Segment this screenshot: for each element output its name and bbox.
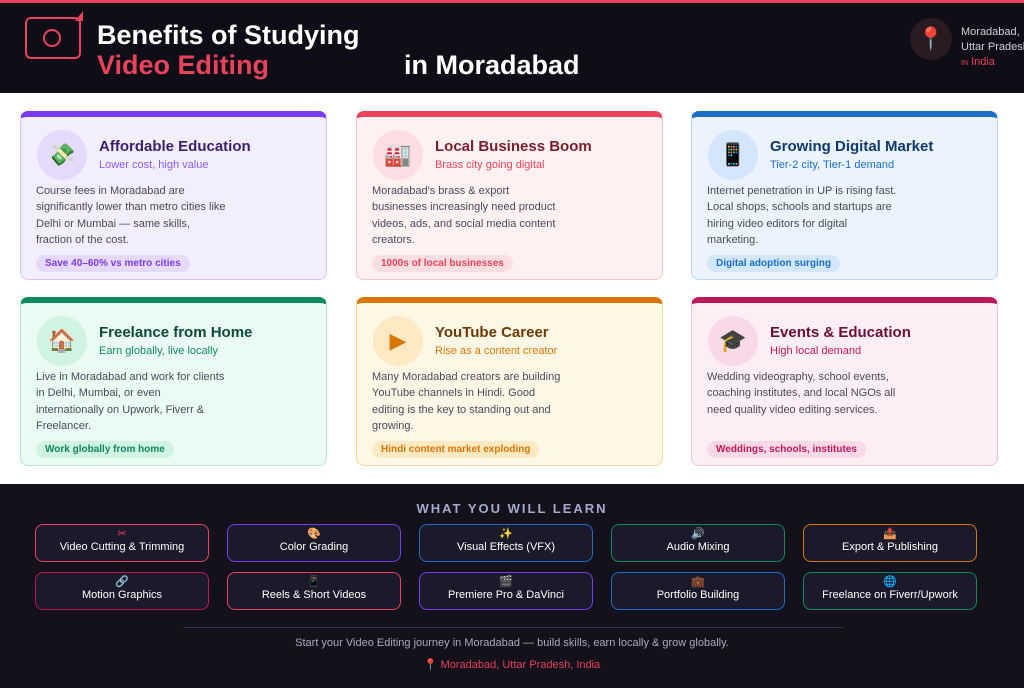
skill-label: Audio Mixing xyxy=(666,541,730,553)
skill-icon: 🔗 xyxy=(115,576,129,588)
skill-label: Motion Graphics xyxy=(81,589,163,601)
card-title: Local Business Boom xyxy=(435,138,592,155)
header: Benefits of Studying Video Editing in Mo… xyxy=(0,3,1024,93)
card-icon: 🏠 xyxy=(37,316,87,366)
card-subtitle: High local demand xyxy=(770,345,862,357)
card-icon: ▶ xyxy=(373,316,423,366)
card-subtitle: Brass city going digital xyxy=(435,159,545,171)
skill-label: Freelance on Fiverr/Upwork xyxy=(822,589,958,601)
card-body: Live in Moradabad and work for clients i… xyxy=(36,371,225,433)
benefit-card: 📱 Growing Digital Market Tier-2 city, Ti… xyxy=(691,111,998,280)
benefit-card: 🏭 Local Business Boom Brass city going d… xyxy=(356,111,663,280)
card-tag: 1000s of local businesses xyxy=(372,255,513,272)
card-body: Course fees in Moradabad are significant… xyxy=(36,185,226,247)
card-subtitle: Earn globally, live locally xyxy=(99,345,219,357)
skill-icon: 💼 xyxy=(691,576,705,588)
card-tag: Hindi content market exploding xyxy=(372,441,540,458)
flag-code: IN xyxy=(961,60,968,67)
location-city: Moradabad, xyxy=(961,26,1020,38)
skill-chip: 💼 Portfolio Building xyxy=(611,572,785,610)
skill-chip: 📤 Export & Publishing xyxy=(803,524,977,562)
benefit-card: ▶ YouTube Career Rise as a content creat… xyxy=(356,297,663,466)
skill-label: Portfolio Building xyxy=(656,589,740,601)
skill-icon: ✂ xyxy=(117,528,127,540)
card-icon: 🏭 xyxy=(373,130,423,180)
location-country: IN India xyxy=(961,55,1024,71)
skill-label: Reels & Short Videos xyxy=(261,589,367,601)
title-line2: in Moradabad xyxy=(404,50,580,80)
card-title: YouTube Career xyxy=(435,324,549,341)
card-subtitle: Rise as a content creator xyxy=(435,345,558,357)
footer-tagline: Start your Video Editing journey in Mora… xyxy=(295,637,729,649)
card-body: Moradabad's brass & export businesses in… xyxy=(372,185,556,247)
card-title: Events & Education xyxy=(770,324,911,341)
divider xyxy=(183,627,843,628)
title-highlight: Video Editing xyxy=(97,50,270,80)
card-icon: 📱 xyxy=(708,130,758,180)
learn-section: WHAT YOU WILL LEARN ✂ Video Cutting & Tri… xyxy=(0,484,1024,688)
card-icon: 🎓 xyxy=(708,316,758,366)
benefit-card: 💸 Affordable Education Lower cost, high … xyxy=(20,111,327,280)
card-title: Freelance from Home xyxy=(99,324,253,341)
skill-icon: 📤 xyxy=(883,528,897,540)
skill-chip: 📱 Reels & Short Videos xyxy=(227,572,401,610)
skill-icon: 🔊 xyxy=(691,528,705,540)
skill-chip: ✨ Visual Effects (VFX) xyxy=(419,524,593,562)
location-state: Uttar Pradesh xyxy=(961,41,1024,53)
footer-location: 📍 Moradabad, Uttar Pradesh, India xyxy=(423,659,601,671)
skill-chip: 🎬 Premiere Pro & DaVinci xyxy=(419,572,593,610)
skill-icon: 📱 xyxy=(307,576,321,588)
card-body: Internet penetration in UP is rising fas… xyxy=(707,185,897,247)
benefit-card: 🎓 Events & Education High local demand W… xyxy=(691,297,998,466)
card-subtitle: Lower cost, high value xyxy=(99,159,209,171)
skill-icon: 🎬 xyxy=(499,576,513,588)
skill-chip: 🔊 Audio Mixing xyxy=(611,524,785,562)
card-body: Wedding videography, school events, coac… xyxy=(707,371,896,416)
skill-chip: 🎨 Color Grading xyxy=(227,524,401,562)
skill-icon: 🎨 xyxy=(307,528,321,540)
skill-chip: 🔗 Motion Graphics xyxy=(35,572,209,610)
skill-icon: 🌐 xyxy=(883,576,897,588)
skill-chip: ✂ Video Cutting & Trimming xyxy=(35,524,209,562)
card-title: Growing Digital Market xyxy=(770,138,934,155)
location-label: Moradabad, Uttar Pradesh IN India xyxy=(961,25,1024,71)
card-subtitle: Tier-2 city, Tier-1 demand xyxy=(770,159,895,171)
benefit-card: 🏠 Freelance from Home Earn globally, liv… xyxy=(20,297,327,466)
skill-label: Video Cutting & Trimming xyxy=(59,541,185,553)
card-tag: Work globally from home xyxy=(36,441,174,458)
learn-heading: WHAT YOU WILL LEARN xyxy=(416,501,608,516)
title-line1: Benefits of Studying xyxy=(97,20,360,50)
skill-label: Color Grading xyxy=(279,541,349,553)
pushpin-icon: 📍 xyxy=(910,18,952,60)
card-tag: Weddings, schools, institutes xyxy=(707,441,866,458)
card-icon: 💸 xyxy=(37,130,87,180)
skill-label: Visual Effects (VFX) xyxy=(456,541,556,553)
country-name: India xyxy=(971,56,995,68)
card-tag: Save 40–60% vs metro cities xyxy=(36,255,190,272)
card-title: Affordable Education xyxy=(99,138,251,155)
top-accent-bar xyxy=(0,0,1024,3)
skill-label: Export & Publishing xyxy=(842,541,938,553)
skill-chip: 🌐 Freelance on Fiverr/Upwork xyxy=(803,572,977,610)
skill-icon: ✨ xyxy=(499,528,513,540)
skill-label: Premiere Pro & DaVinci xyxy=(448,589,564,601)
card-tag: Digital adoption surging xyxy=(707,255,840,272)
video-camera-icon xyxy=(25,11,83,59)
card-body: Many Moradabad creators are building You… xyxy=(372,371,561,433)
